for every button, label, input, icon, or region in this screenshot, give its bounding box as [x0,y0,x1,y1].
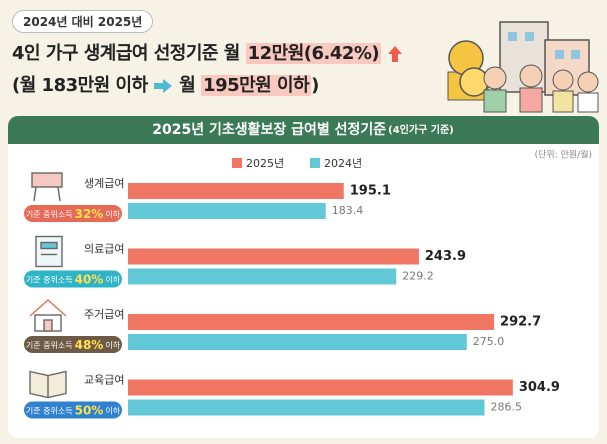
criteria-suffix: 이하 [105,274,120,284]
criteria-badge [24,336,122,353]
criteria-label: 기준 중위소득 [26,406,73,415]
value-label: 195.1 [350,184,391,199]
criteria-suffix: 이하 [105,405,120,415]
value-label: 275.0 [473,335,505,348]
legend-swatch [232,158,242,168]
icon-shape [31,172,63,188]
criteria-text: 기준 중위소득 32% 이하 [26,207,121,221]
subtitle: (4인가구 기준) [388,123,454,136]
bar [128,183,344,199]
criteria-suffix: 이하 [105,340,120,350]
criteria-text: 기준 중위소득 40% 이하 [26,272,121,286]
unit: (단위: 만원/월) [535,149,592,161]
headline-highlight: 12만원(6.42%) [245,43,382,64]
value-label: 229.2 [402,270,434,283]
value-label: 286.5 [491,401,523,414]
bar [128,248,419,265]
icon-shape [57,186,61,202]
value-label: 304.9 [519,380,560,395]
icon-shape [40,241,58,250]
criteria-label: 기준 중위소득 [26,341,73,350]
chart-title: 2025년 기초생활보장 급여별 선정기준 (4인가구 기준) [152,121,454,138]
subline-highlight: 195만원 이하 [201,75,312,96]
category-label: 교육급여 [84,374,124,387]
value-label: 183.4 [332,204,364,217]
category-icon [31,172,63,202]
criteria-value: 32% [75,207,104,221]
subline-text: ) [311,75,319,96]
subline: (월 183만원 이하 월 195만원 이하) [12,71,403,97]
subline-text: (월 183만원 이하 [12,75,148,96]
category-icon [29,299,67,332]
value-label: 243.9 [425,249,466,264]
title: 2025년 기초생활보장 급여별 선정기준 [152,121,386,138]
icon-shape [33,186,37,202]
criteria-badge [24,401,122,419]
criteria-badge [24,270,122,288]
bar [128,399,485,416]
header-badge: 2024년 대비 2025년 [12,10,154,33]
legend-label: 2025년 [246,157,284,170]
legend-swatch [310,158,320,168]
bar [128,334,467,350]
category-icon [35,235,63,268]
subline-text: 월 [179,75,196,96]
criteria-suffix: 이하 [105,209,120,219]
up-arrow [387,46,402,62]
criteria-value: 40% [75,272,104,286]
headline-text: 4인 가구 생계급여 선정기준 월 [12,43,240,64]
category-label: 의료급여 [84,243,124,256]
criteria-label: 기준 중위소득 [26,210,73,219]
category-label: 주거급여 [84,308,124,321]
criteria-label: 기준 중위소득 [26,275,73,284]
bar [128,379,513,396]
criteria-value: 48% [75,338,104,352]
legend-label: 2024년 [324,157,362,170]
illustration [447,21,599,113]
right-arrow [154,79,173,93]
icon-shape [35,235,63,268]
headline: 4인 가구 생계급여 선정기준 월 12만원(6.42%) [12,39,403,65]
panel-header [8,116,599,144]
criteria-text: 기준 중위소득 48% 이하 [26,338,121,352]
category-icon [29,370,67,399]
bar [128,268,397,285]
criteria-value: 50% [75,403,104,417]
bar [128,314,495,330]
bar [128,203,326,219]
category-label: 생계급여 [84,177,124,190]
header: 2024년 대비 2025년 4인 가구 생계급여 선정기준 월 12만원(6.… [12,10,403,97]
criteria-badge [24,205,122,222]
criteria-text: 기준 중위소득 50% 이하 [26,403,121,417]
icon-shape [29,299,67,317]
value-label: 292.7 [500,315,541,330]
icon-shape [43,319,53,332]
